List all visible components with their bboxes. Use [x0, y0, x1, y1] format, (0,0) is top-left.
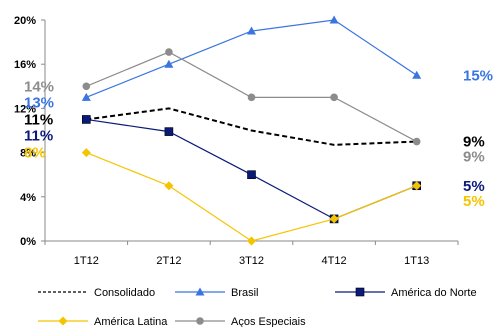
data-point: [247, 170, 256, 179]
data-point: [329, 214, 339, 224]
series-line: [86, 118, 417, 220]
x-tick-label: 2T12: [156, 255, 181, 267]
y-tick-label: 8%: [20, 148, 36, 160]
legend-marker: [355, 287, 365, 297]
value-label: 9%: [463, 149, 485, 166]
legend-label: Consolidado: [94, 287, 155, 299]
data-point: [164, 127, 174, 136]
data-point: [247, 93, 256, 102]
x-tick-label: 1T13: [404, 255, 429, 267]
value-label: 8%: [24, 145, 46, 162]
legend-label: Aços Especiais: [231, 316, 306, 327]
legend: Consolidado Brasil América do Norte América…: [38, 287, 477, 327]
data-point: [82, 82, 91, 91]
data-point: [329, 15, 339, 24]
y-tick-label: 0%: [20, 236, 36, 248]
series-line: [86, 152, 417, 242]
legend-label: Brasil: [231, 287, 259, 299]
data-point: [82, 115, 91, 124]
value-label: 11%: [24, 111, 53, 128]
data-point: [165, 48, 173, 56]
x-tick-label: 3T12: [239, 255, 264, 267]
legend-item: Brasil: [175, 287, 259, 299]
y-tick-label: 20%: [14, 15, 36, 27]
value-label: 5%: [463, 193, 485, 210]
data-point: [247, 26, 256, 35]
value-label: 11%: [24, 127, 53, 144]
series-line: [86, 107, 417, 146]
data-point: [412, 137, 421, 146]
data-point: [412, 70, 422, 79]
value-label: 13%: [24, 94, 54, 111]
y-tick-label: 12%: [14, 103, 36, 115]
data-point: [164, 181, 174, 191]
data-point: [412, 181, 422, 191]
data-point: [247, 236, 256, 246]
value-label: 9%: [463, 134, 485, 151]
x-tick-label: 4T12: [322, 255, 347, 267]
x-tick-label: 1T12: [74, 255, 99, 267]
y-tick-label: 4%: [20, 192, 36, 204]
data-point: [164, 59, 174, 68]
series-america-do-norte: [82, 115, 422, 224]
series-acos-especiais: [82, 48, 421, 146]
data-point: [81, 92, 91, 101]
value-label: 15%: [463, 67, 493, 84]
series-america-latina: [81, 148, 422, 246]
data-point: [81, 148, 91, 158]
legend-marker: [58, 316, 68, 326]
legend-marker: [195, 287, 205, 296]
value-label: 14%: [24, 78, 54, 95]
y-tick-label: 16%: [14, 59, 36, 71]
data-point: [330, 93, 338, 102]
legend-item: Consolidado: [38, 287, 155, 299]
value-label: 5%: [463, 178, 485, 195]
series-brasil: [81, 15, 422, 101]
legend-label: América do Norte: [391, 287, 477, 299]
legend-item: América do Norte: [335, 287, 477, 299]
legend-marker: [196, 317, 204, 325]
legend-label: América Latina: [94, 316, 168, 327]
legend-item: América Latina: [38, 316, 168, 327]
series-consolidado: [86, 107, 417, 146]
legend-item: Aços Especiais: [175, 316, 306, 327]
